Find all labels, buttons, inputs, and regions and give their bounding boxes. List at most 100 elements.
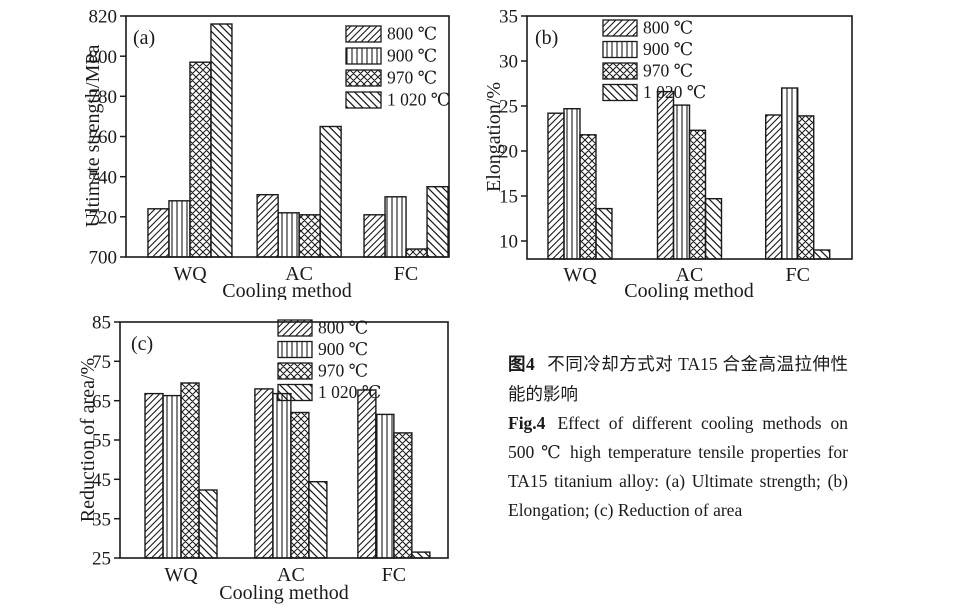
- bar-FC-series1: [781, 87, 799, 260]
- bar-AC-series0: [254, 388, 274, 559]
- bar-FC-series2: [393, 432, 413, 559]
- bar-WQ-series2: [180, 382, 200, 559]
- y-tick-label: 45: [92, 470, 111, 491]
- bar-AC-series0: [656, 90, 675, 260]
- bar-FC-series0: [765, 114, 783, 260]
- bar-FC-series2: [405, 248, 428, 258]
- bar-WQ-series0: [144, 392, 164, 559]
- legend-label: 900 ℃: [387, 46, 437, 66]
- bar-AC-series1: [272, 392, 292, 559]
- panel-label: (c): [131, 333, 153, 355]
- panel-label: (a): [133, 27, 155, 49]
- legend-swatch-crosshatch: [602, 62, 638, 80]
- x-category-label: WQ: [173, 263, 207, 285]
- legend-label: 900 ℃: [643, 39, 693, 59]
- y-tick-label: 720: [89, 207, 118, 228]
- bar-FC-series0: [363, 214, 386, 258]
- figure-caption: 图4 不同冷却方式对 TA15 合金高温拉伸性能的影响 Fig.4 Effect o…: [508, 349, 848, 525]
- legend-swatch-crosshatch: [277, 362, 313, 380]
- legend-label: 970 ℃: [387, 68, 437, 88]
- caption-en: Fig.4 Effect of different cooling methods…: [508, 409, 848, 525]
- y-tick-label: 760: [89, 127, 118, 148]
- y-tick-label: 85: [92, 313, 111, 334]
- bar-FC-series1: [384, 196, 407, 258]
- y-axis-title: Elongation/%: [483, 82, 505, 192]
- y-tick-label: 780: [89, 87, 118, 108]
- y-tick-label: 740: [89, 167, 118, 188]
- caption-zh-label: 图4: [508, 354, 535, 374]
- legend-swatch-diag-up: [277, 319, 313, 337]
- y-tick-label: 35: [92, 509, 111, 530]
- y-axis-title: Reduction of area/%: [77, 358, 99, 522]
- y-tick-label: 700: [89, 248, 118, 269]
- bar-WQ-series1: [162, 394, 182, 559]
- bar-FC-series3: [426, 185, 449, 258]
- bar-FC-series0: [357, 389, 377, 559]
- legend-label: 800 ℃: [387, 24, 437, 44]
- bar-WQ-series0: [147, 208, 170, 258]
- bar-WQ-series3: [595, 207, 613, 260]
- y-axis-title: Ultimate strength/MPa: [82, 45, 104, 228]
- x-axis-title: Cooling method: [219, 582, 348, 604]
- chart-a-svg: 700 720 740 760 780 800 820 WQ AC FC (a) Ultimate s…: [82, 7, 450, 302]
- bar-AC-series2: [688, 129, 707, 260]
- legend-swatch-vertical: [602, 40, 638, 59]
- bar-AC-series1: [672, 104, 691, 260]
- bar-FC-series2: [797, 115, 815, 260]
- legend-swatch-diag-down: [345, 91, 382, 109]
- bar-WQ-series2: [579, 134, 597, 260]
- bar-AC-series1: [277, 212, 300, 258]
- bar-AC-series3: [319, 125, 342, 258]
- bar-FC-series3: [411, 551, 431, 559]
- x-category-label: WQ: [164, 564, 198, 586]
- bar-WQ-series3: [210, 23, 233, 258]
- bar-AC-series3: [704, 197, 723, 260]
- y-tick-label: 10: [499, 232, 518, 253]
- chart-ultimate-strength: 700 720 740 760 780 800 820 WQ AC FC (a) Ultimate s…: [0, 0, 480, 302]
- chart-reduction-of-area: 25 35 45 55 65 75 85 WQ AC FC (c) Reduction of area…: [0, 300, 480, 614]
- legend-label: 1 020 ℃: [318, 382, 381, 402]
- panel-label: (b): [535, 27, 558, 49]
- bar-WQ-series1: [563, 107, 581, 260]
- legend-label: 800 ℃: [643, 18, 693, 38]
- bar-AC-series2: [290, 411, 310, 559]
- y-tick-label: 55: [92, 431, 111, 452]
- x-axis-title: Cooling method: [222, 280, 351, 300]
- y-tick-label: 75: [92, 352, 111, 373]
- y-tick-label: 20: [499, 142, 518, 163]
- x-category-label: FC: [382, 564, 406, 586]
- legend-label: 1 020 ℃: [643, 82, 706, 102]
- y-tick-label: 820: [89, 7, 118, 28]
- bar-WQ-series1: [168, 200, 191, 258]
- y-tick-label: 25: [92, 549, 111, 570]
- legend-swatch-diag-up: [345, 25, 382, 43]
- legend-label: 800 ℃: [318, 318, 368, 338]
- legend-swatch-crosshatch: [345, 69, 382, 87]
- x-axis-title: Cooling method: [624, 280, 753, 300]
- chart-elongation: 10 15 20 25 30 35 WQ AC FC (b) Elongation/% Cooling…: [480, 0, 961, 302]
- x-category-label: FC: [785, 264, 809, 286]
- y-tick-label: 25: [499, 97, 518, 118]
- legend-label: 900 ℃: [318, 339, 368, 359]
- x-category-label: AC: [676, 264, 704, 286]
- bar-AC-series0: [256, 193, 279, 258]
- y-tick-label: 35: [499, 7, 518, 28]
- y-tick-label: 65: [92, 391, 111, 412]
- y-tick-label: 30: [499, 52, 518, 73]
- plot-frame: [526, 15, 853, 260]
- x-category-label: AC: [285, 263, 313, 285]
- x-category-label: FC: [394, 263, 418, 285]
- legend-swatch-diag-up: [602, 19, 638, 37]
- chart-b-svg: 10 15 20 25 30 35 WQ AC FC (b) Elongation/% Cooling…: [483, 7, 853, 302]
- caption-en-label: Fig.4: [508, 413, 546, 433]
- x-category-label: AC: [277, 564, 305, 586]
- chart-c-svg: 25 35 45 55 65 75 85 WQ AC FC (c) Reduction of area…: [77, 313, 449, 604]
- bar-AC-series2: [298, 214, 321, 258]
- bar-WQ-series2: [189, 61, 212, 258]
- x-category-label: WQ: [563, 264, 597, 286]
- legend-swatch-vertical: [277, 340, 313, 359]
- legend-swatch-vertical: [345, 47, 382, 65]
- caption-zh-text: 不同冷却方式对 TA15 合金高温拉伸性能的影响: [508, 354, 848, 404]
- y-tick-label: 15: [499, 187, 518, 208]
